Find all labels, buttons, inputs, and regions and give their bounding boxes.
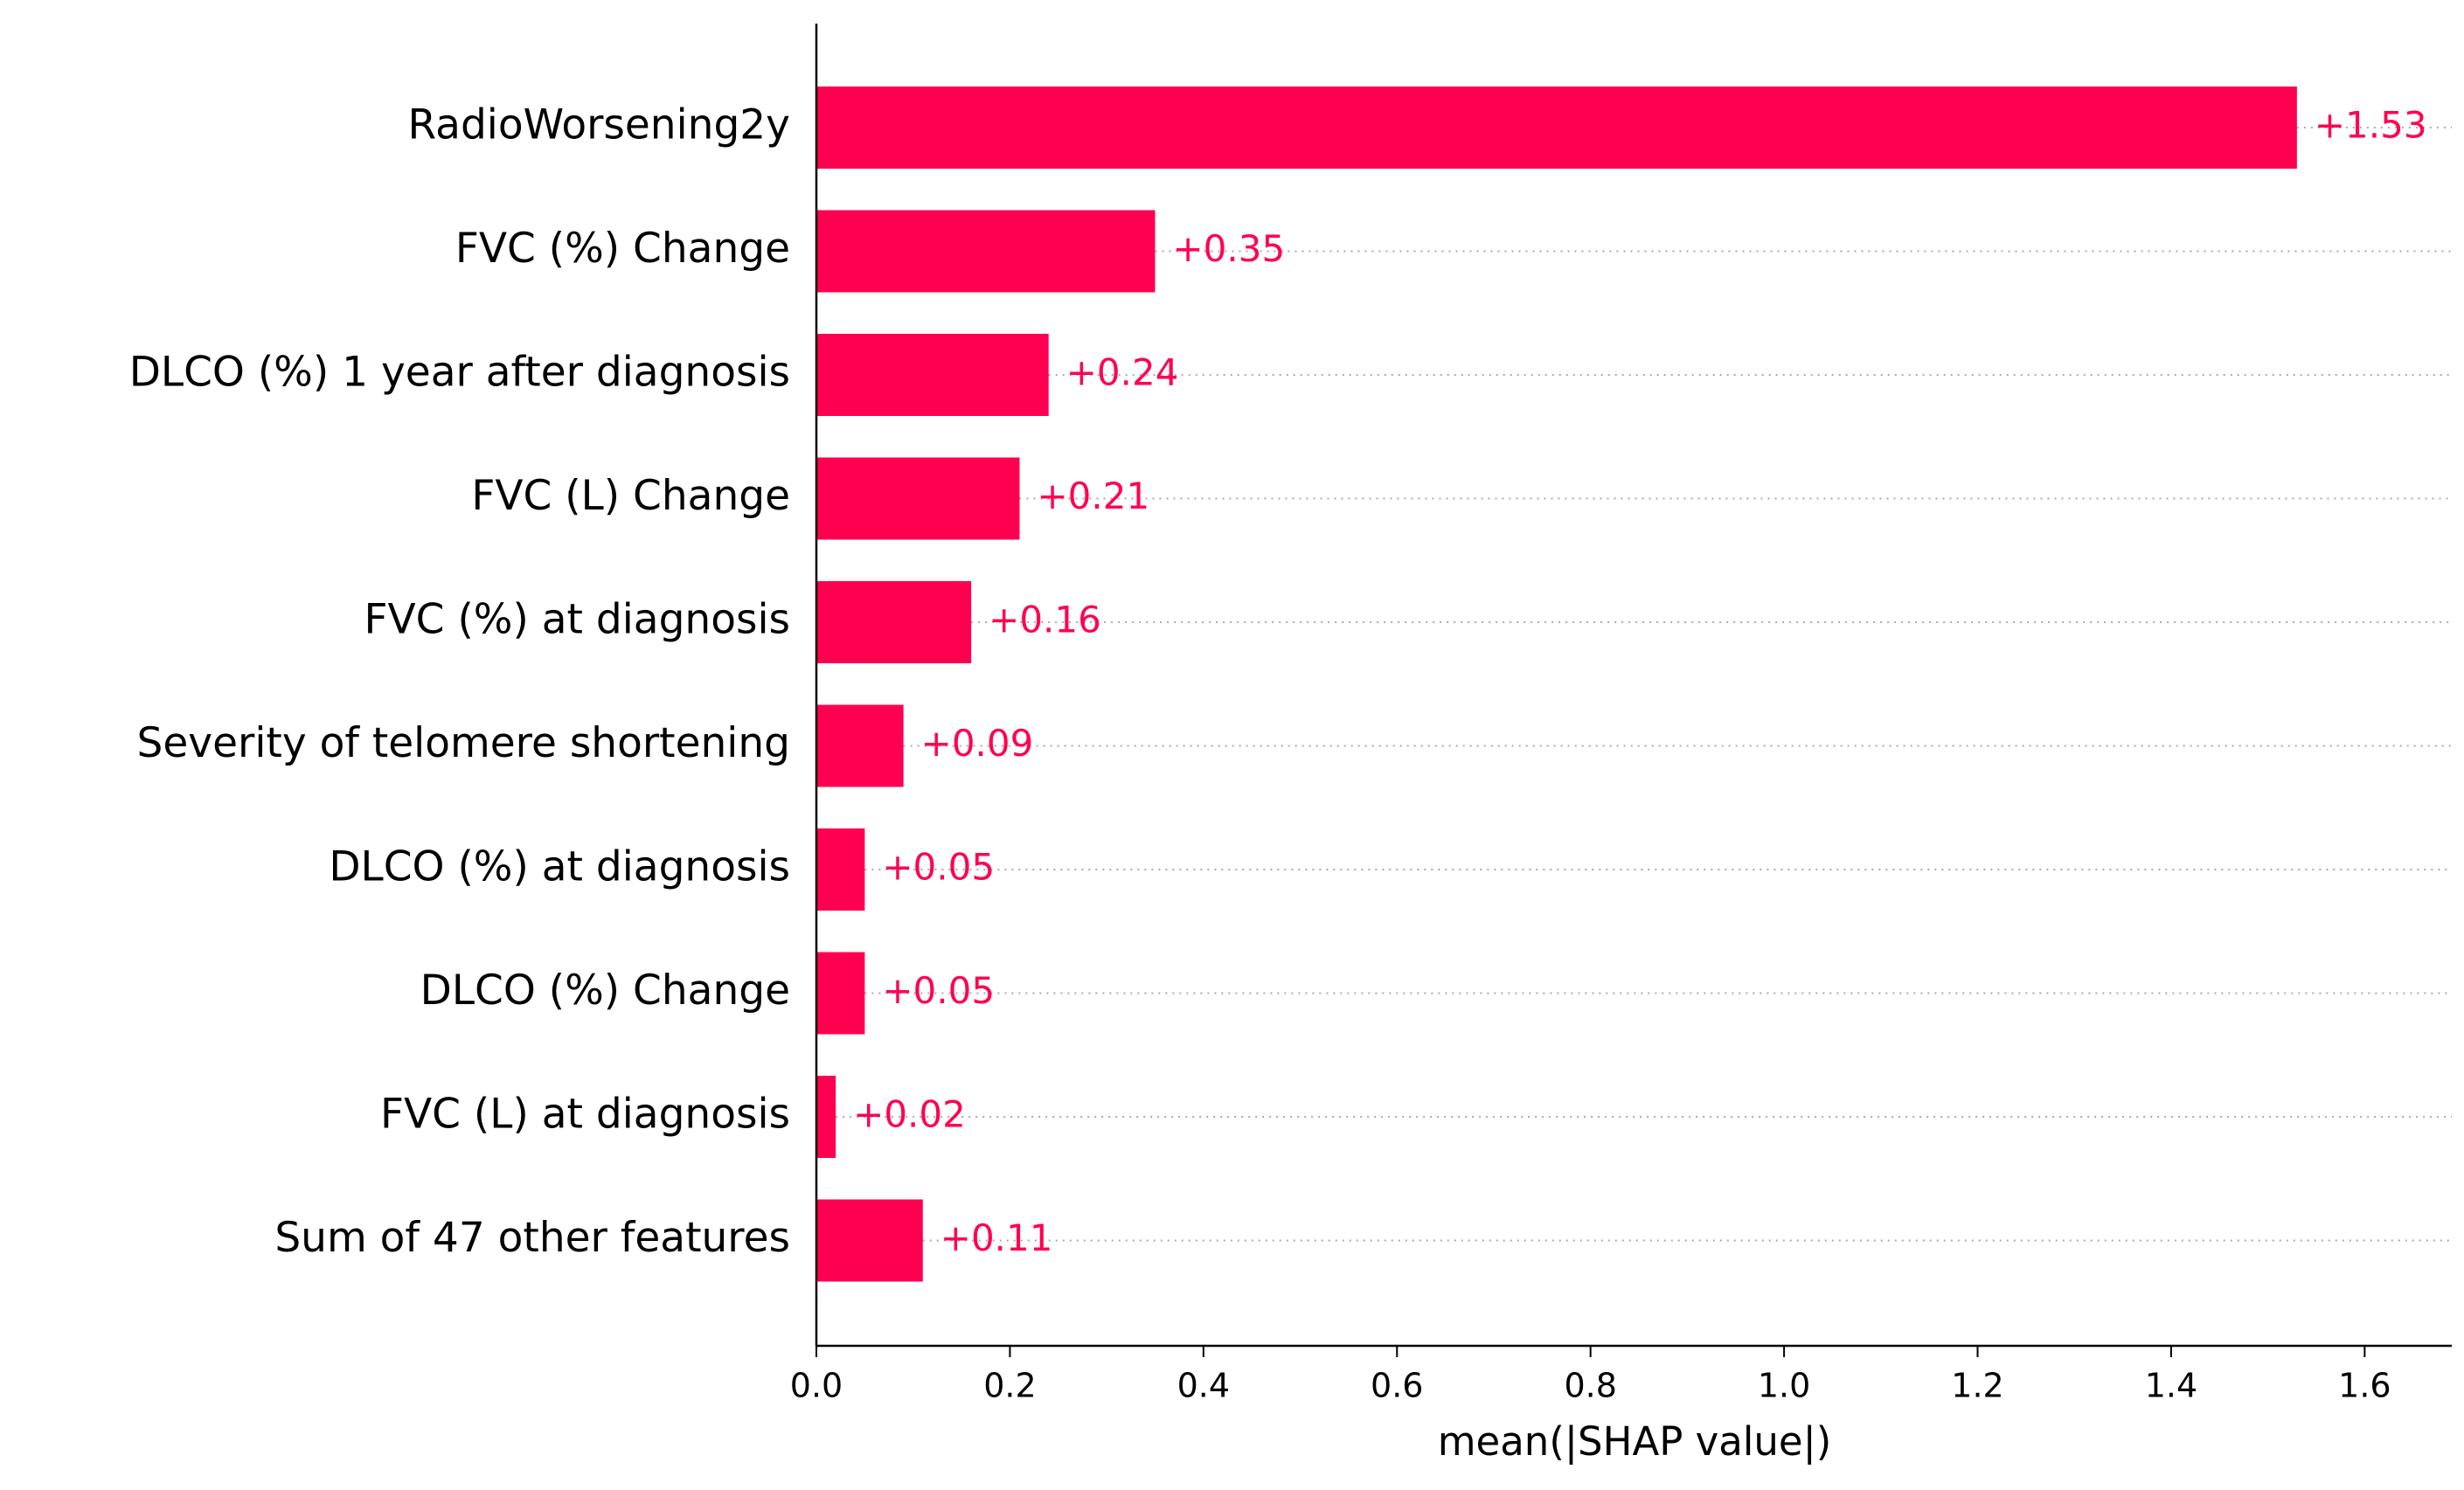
bar [816,457,1020,540]
value-label: +0.02 [853,1093,966,1136]
x-tick-label: 0.6 [1371,1367,1423,1405]
y-tick-label: DLCO (%) at diagnosis [329,843,790,891]
bar [816,952,865,1035]
value-label: +0.05 [882,846,995,889]
bar [816,334,1049,416]
y-tick-label: DLCO (%) 1 year after diagnosis [129,349,790,397]
value-label: +0.35 [1172,227,1285,270]
value-label: +0.24 [1066,351,1179,394]
bar [816,581,972,663]
value-label: +0.05 [882,969,995,1012]
x-tick-label: 1.2 [1951,1367,2003,1405]
value-label: +0.16 [989,599,1101,641]
value-label: +0.11 [940,1216,1053,1259]
x-tick-label: 0.4 [1177,1367,1230,1405]
bar [816,704,904,787]
value-label: +1.53 [2315,104,2427,147]
y-tick-label: Severity of telomere shortening [137,719,790,767]
x-tick-label: 1.4 [2145,1367,2197,1405]
value-label: +0.21 [1037,475,1149,517]
y-tick-label: RadioWorsening2y [408,101,790,149]
bar [816,1076,836,1158]
bar [816,828,865,911]
x-axis-label: mean(|SHAP value|) [1438,1418,1832,1465]
y-tick-label: FVC (L) Change [471,472,790,520]
y-tick-label: FVC (%) Change [455,225,790,273]
bar [816,210,1156,293]
x-tick-label: 1.0 [1758,1367,1810,1405]
x-tick-label: 0.8 [1564,1367,1616,1405]
x-tick-label: 1.6 [2338,1367,2391,1405]
x-tick-label: 0.0 [790,1367,843,1405]
value-label: +0.09 [921,722,1034,765]
bar [816,1199,923,1282]
x-tick-label: 0.2 [983,1367,1036,1405]
y-tick-label: FVC (L) at diagnosis [380,1091,790,1139]
y-tick-label: DLCO (%) Change [420,967,790,1015]
bar [816,87,2297,169]
y-tick-label: FVC (%) at diagnosis [364,596,791,644]
y-tick-label: Sum of 47 other features [274,1214,790,1262]
